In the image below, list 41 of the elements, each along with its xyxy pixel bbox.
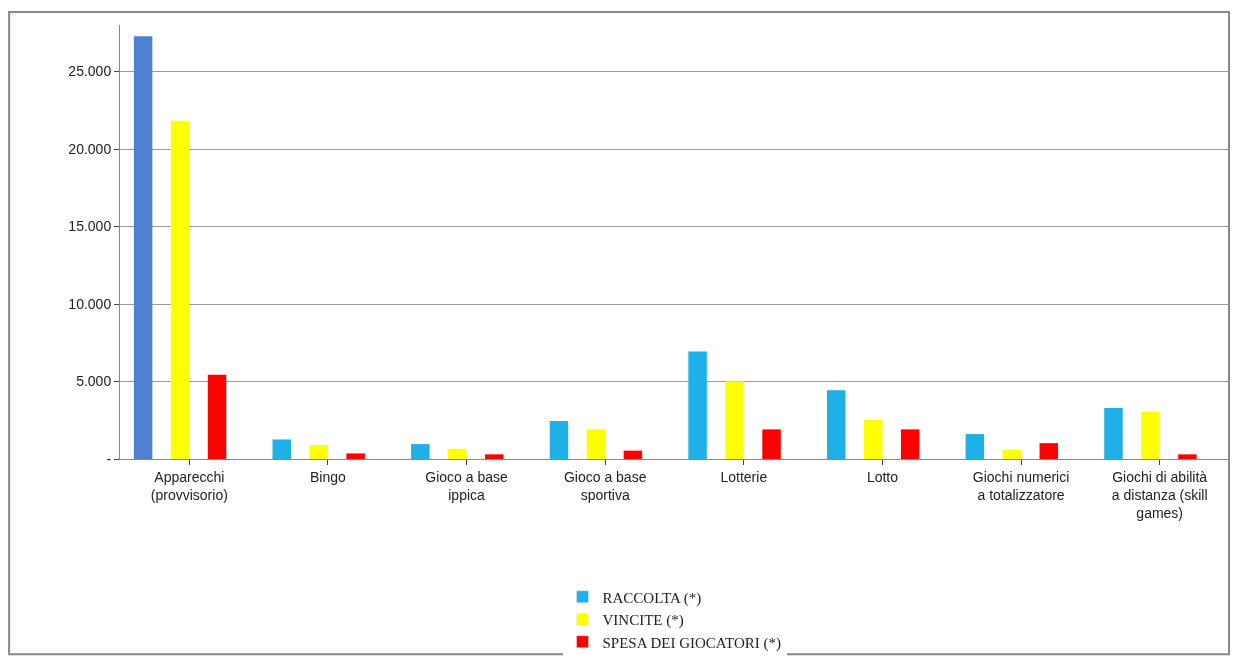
bar bbox=[1141, 411, 1160, 459]
y-tick-label: 5.000 bbox=[76, 373, 112, 390]
bar bbox=[623, 450, 643, 459]
x-tick-label: Giochi numerici a totalizzatore bbox=[972, 468, 1070, 503]
x-tick-label: Lotterie bbox=[720, 468, 768, 485]
legend-label: VINCITE (*) bbox=[602, 612, 684, 630]
x-tick-label: Bingo bbox=[310, 468, 347, 485]
bar bbox=[485, 454, 504, 459]
bar bbox=[1002, 449, 1022, 459]
bar bbox=[1178, 454, 1197, 459]
y-tick-label: 25.000 bbox=[68, 63, 112, 80]
bar bbox=[272, 439, 291, 459]
x-tick-label: Gioco a base sportiva bbox=[563, 468, 647, 503]
x-tick-label: Lotto bbox=[866, 468, 899, 485]
bar bbox=[309, 445, 328, 459]
bar bbox=[965, 434, 985, 459]
bar bbox=[411, 444, 430, 459]
x-tick-label: Gioco a base ippica bbox=[425, 468, 509, 503]
bar bbox=[863, 420, 883, 459]
bar bbox=[900, 429, 920, 459]
bar bbox=[826, 390, 846, 459]
x-tick-label: Giochi di abilità a distanza (skill games) bbox=[1111, 468, 1208, 522]
bar bbox=[346, 453, 365, 459]
x-tick-label: Apparecchi (provvisorio) bbox=[150, 468, 228, 503]
y-tick-label: 15.000 bbox=[68, 218, 112, 235]
bar bbox=[586, 429, 606, 459]
bar bbox=[448, 448, 467, 459]
bar bbox=[725, 381, 744, 459]
bar bbox=[1104, 408, 1123, 459]
legend-label: SPESA DEI GIOCATORI (*) bbox=[602, 634, 781, 652]
y-tick-label: 10.000 bbox=[68, 295, 112, 312]
bar bbox=[688, 351, 707, 459]
y-tick-label: 20.000 bbox=[68, 140, 112, 157]
bar bbox=[170, 120, 190, 459]
bar bbox=[207, 374, 227, 459]
legend-label: RACCOLTA (*) bbox=[602, 589, 702, 607]
y-tick-label: - bbox=[106, 450, 112, 467]
bar bbox=[549, 421, 569, 459]
bar bbox=[1039, 443, 1059, 459]
bar bbox=[762, 429, 781, 459]
bar bbox=[133, 36, 153, 459]
